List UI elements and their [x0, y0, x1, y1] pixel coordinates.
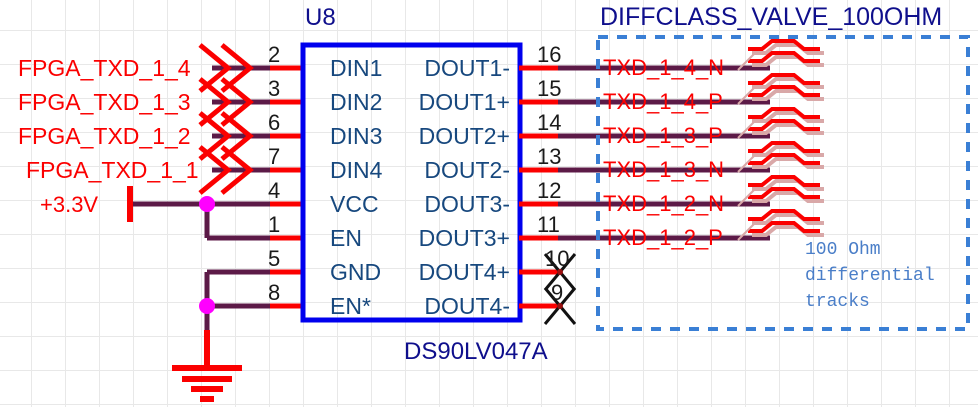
junction-dots: [199, 196, 215, 314]
diffclass-note-line-2: differential: [805, 266, 935, 286]
net-label-txd-1-3-p[interactable]: TXD_1_3_P: [603, 123, 723, 148]
net-label-txd-1-2-n[interactable]: TXD_1_2_N: [603, 191, 725, 216]
net-label-txd-1-3-n[interactable]: TXD_1_3_N: [603, 157, 725, 182]
ic-pin-label-din3: DIN3: [330, 123, 383, 149]
diffclass-note-line-1: 100 Ohm: [805, 240, 881, 260]
ic-pin-label-dout4-plus: DOUT4+: [418, 259, 510, 285]
ic-pin-label-dout1-plus: DOUT1+: [418, 89, 510, 115]
ic-pin-label-vcc: VCC: [330, 191, 379, 217]
pin-number-9: 9: [551, 280, 564, 305]
ic-pin-label-din1: DIN1: [330, 55, 383, 81]
no-connect-markers: [543, 253, 577, 325]
net-label-fpga-txd-1-1[interactable]: FPGA_TXD_1_1: [26, 157, 199, 183]
pin-number-3: 3: [268, 76, 281, 101]
pin-number-1: 1: [268, 212, 281, 237]
ic-pin-label-dout3-minus: DOUT3-: [424, 191, 510, 217]
pin-number-13: 13: [537, 144, 562, 169]
net-label-txd-1-4-n[interactable]: TXD_1_4_N: [603, 55, 725, 80]
diffpair-directive-icons: [737, 39, 824, 241]
net-label-txd-1-2-p[interactable]: TXD_1_2_P: [603, 225, 723, 250]
ic-pin-label-en-bar: EN*: [330, 293, 371, 319]
net-label-fpga-txd-1-4[interactable]: FPGA_TXD_1_4: [18, 55, 191, 81]
net-label-fpga-txd-1-2[interactable]: FPGA_TXD_1_2: [18, 123, 191, 149]
net-label-fpga-txd-1-3[interactable]: FPGA_TXD_1_3: [18, 89, 191, 115]
pin-number-16: 16: [537, 42, 562, 67]
right-wire-pin-stubs: [519, 65, 560, 309]
diffclass-header-label[interactable]: DIFFCLASS_VALVE_100OHM: [600, 3, 943, 31]
diffclass-dashed-box: [596, 35, 970, 331]
ic-pin-label-dout1-minus: DOUT1-: [424, 55, 510, 81]
pin-number-4: 4: [268, 178, 281, 203]
ic-designator[interactable]: U8: [305, 4, 336, 31]
net-label-flags: [198, 43, 254, 195]
pin-number-15: 15: [537, 76, 562, 101]
ic-pin-label-dout3-plus: DOUT3+: [418, 225, 510, 251]
ground-symbol: [172, 330, 242, 402]
ic-body-outline: [300, 42, 523, 323]
ic-pin-label-dout2-minus: DOUT2-: [424, 157, 510, 183]
ic-pin-label-din2: DIN2: [330, 89, 383, 115]
ic-part-name[interactable]: DS90LV047A: [404, 338, 548, 365]
left-wire-pin-stubs: [270, 65, 304, 309]
ic-pin-label-din4: DIN4: [330, 157, 383, 183]
pin-number-12: 12: [537, 178, 562, 203]
pin-number-2: 2: [268, 42, 281, 67]
ic-pin-label-dout2-plus: DOUT2+: [418, 123, 510, 149]
ic-pin-label-gnd: GND: [330, 259, 382, 285]
ic-pin-label-en: EN: [330, 225, 362, 251]
pin-number-6: 6: [268, 110, 281, 135]
pin-number-10: 10: [545, 246, 570, 271]
power-label-3v3[interactable]: +3.3V: [40, 192, 99, 217]
diffclass-note-line-3: tracks: [805, 292, 870, 312]
net-label-txd-1-4-p[interactable]: TXD_1_4_P: [603, 89, 723, 114]
pin-number-11: 11: [537, 212, 560, 237]
right-wires: [558, 65, 770, 241]
pin-number-7: 7: [268, 144, 281, 169]
pin-number-14: 14: [537, 110, 562, 135]
pin-number-5: 5: [268, 246, 281, 271]
pin-number-8: 8: [268, 280, 281, 305]
ic-pin-label-dout4-minus: DOUT4-: [424, 293, 510, 319]
